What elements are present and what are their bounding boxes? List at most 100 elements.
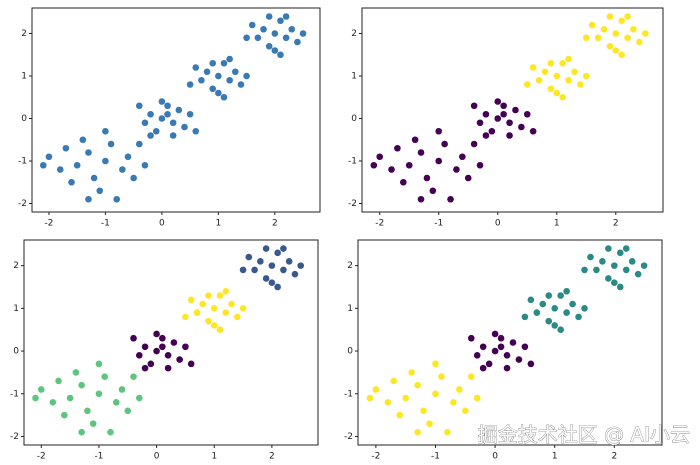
- point: [432, 360, 439, 368]
- point: [239, 266, 247, 274]
- point: [79, 136, 87, 144]
- point: [376, 153, 384, 161]
- point: [506, 119, 513, 127]
- point: [169, 132, 177, 139]
- point: [612, 30, 620, 37]
- point: [260, 25, 267, 33]
- point: [294, 38, 301, 46]
- point: [512, 106, 519, 114]
- point: [215, 72, 222, 80]
- point: [187, 360, 195, 368]
- point: [239, 305, 247, 312]
- point: [606, 13, 614, 20]
- point: [396, 411, 404, 419]
- point: [113, 195, 121, 203]
- point: [124, 153, 132, 161]
- point: [268, 262, 276, 269]
- point: [547, 59, 555, 67]
- point: [435, 127, 443, 135]
- point: [565, 55, 572, 63]
- point: [485, 360, 493, 368]
- point: [569, 300, 576, 308]
- point: [192, 127, 200, 135]
- point: [529, 64, 537, 71]
- point: [616, 249, 624, 257]
- point: [102, 127, 109, 135]
- point: [503, 352, 511, 359]
- point: [271, 30, 279, 37]
- point: [135, 394, 143, 402]
- point: [147, 360, 155, 368]
- point: [611, 262, 618, 269]
- point: [640, 262, 648, 269]
- point: [482, 110, 490, 118]
- point: [616, 283, 624, 291]
- point: [282, 13, 290, 20]
- point: [587, 253, 594, 261]
- point: [62, 144, 70, 152]
- y-tick-label: -2: [18, 199, 27, 209]
- point: [55, 377, 62, 385]
- point: [164, 110, 171, 118]
- point: [636, 38, 643, 46]
- point: [135, 102, 143, 110]
- point: [265, 13, 273, 20]
- point: [582, 34, 590, 42]
- point: [388, 166, 395, 173]
- point: [90, 174, 98, 182]
- point: [209, 59, 217, 67]
- point: [39, 161, 47, 169]
- point: [559, 59, 566, 67]
- point: [135, 352, 143, 359]
- point: [438, 373, 445, 380]
- point: [414, 381, 421, 389]
- point: [209, 85, 217, 93]
- point: [476, 119, 484, 127]
- point: [605, 275, 612, 282]
- point: [482, 132, 490, 139]
- point: [473, 352, 481, 359]
- point: [432, 390, 439, 398]
- point: [547, 85, 555, 93]
- point: [107, 140, 115, 148]
- point: [119, 166, 126, 173]
- point: [130, 174, 137, 182]
- point: [571, 68, 578, 76]
- point: [268, 279, 276, 287]
- point: [470, 102, 478, 110]
- point: [251, 266, 258, 274]
- point: [147, 132, 154, 139]
- x-tick-label: -1: [431, 452, 440, 462]
- y-tick-label: 2: [13, 261, 19, 271]
- point: [444, 428, 451, 436]
- point: [228, 300, 235, 308]
- point: [467, 373, 475, 380]
- point: [500, 102, 507, 110]
- point: [622, 266, 630, 274]
- point: [622, 245, 630, 252]
- axes-frame: [357, 239, 663, 446]
- point: [164, 352, 172, 359]
- point: [262, 245, 270, 252]
- x-tick-label: 0: [154, 452, 160, 462]
- point: [553, 89, 561, 97]
- point: [45, 153, 53, 161]
- point: [182, 343, 189, 351]
- point: [582, 72, 590, 80]
- point: [588, 21, 596, 29]
- x-tick-label: 2: [272, 219, 278, 229]
- point: [400, 178, 407, 186]
- point: [243, 72, 250, 80]
- point: [394, 144, 401, 152]
- x-tick-label: -1: [434, 219, 443, 229]
- point: [37, 386, 45, 393]
- point: [551, 305, 559, 312]
- point: [417, 195, 425, 203]
- y-tick-label: 2: [351, 29, 357, 39]
- point: [175, 106, 183, 114]
- point: [118, 386, 126, 393]
- point: [170, 339, 178, 346]
- point: [222, 287, 230, 295]
- point: [624, 34, 631, 42]
